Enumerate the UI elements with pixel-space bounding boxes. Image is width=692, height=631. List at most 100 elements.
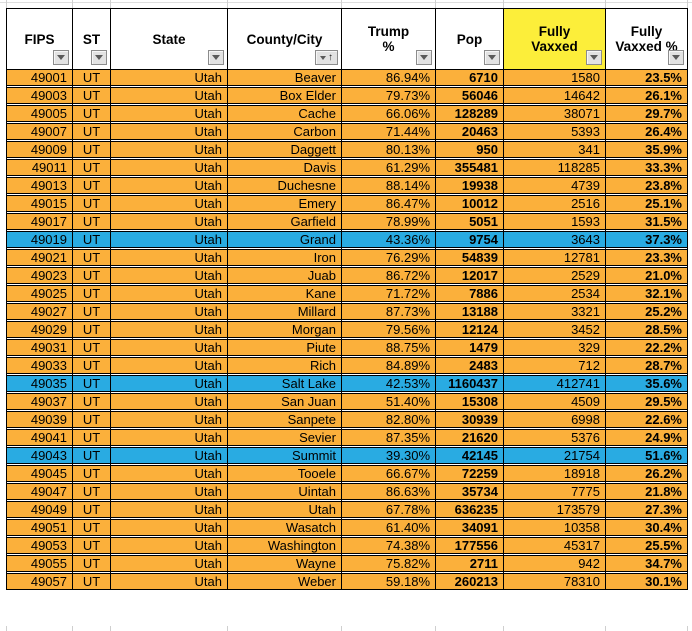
cell-trump_pct[interactable]: 66.67% bbox=[341, 465, 436, 482]
cell-pop[interactable]: 56046 bbox=[435, 87, 504, 104]
cell-pop[interactable]: 128289 bbox=[435, 105, 504, 122]
cell-fips[interactable]: 49005 bbox=[6, 105, 73, 122]
cell-pop[interactable]: 12124 bbox=[435, 321, 504, 338]
filter-dropdown-icon[interactable] bbox=[416, 50, 432, 65]
cell-state[interactable]: Utah bbox=[110, 213, 228, 230]
cell-pop[interactable]: 30939 bbox=[435, 411, 504, 428]
cell-state[interactable]: Utah bbox=[110, 195, 228, 212]
cell-fips[interactable]: 49057 bbox=[6, 573, 73, 590]
cell-st[interactable]: UT bbox=[72, 123, 111, 140]
cell-pop[interactable]: 19938 bbox=[435, 177, 504, 194]
cell-trump_pct[interactable]: 67.78% bbox=[341, 501, 436, 518]
cell-trump_pct[interactable]: 86.47% bbox=[341, 195, 436, 212]
cell-fully_vaxxed[interactable]: 38071 bbox=[503, 105, 606, 122]
cell-trump_pct[interactable]: 59.18% bbox=[341, 573, 436, 590]
cell-state[interactable]: Utah bbox=[110, 465, 228, 482]
cell-trump_pct[interactable]: 74.38% bbox=[341, 537, 436, 554]
cell-fips[interactable]: 49039 bbox=[6, 411, 73, 428]
cell-pop[interactable]: 21620 bbox=[435, 429, 504, 446]
cell-trump_pct[interactable]: 75.82% bbox=[341, 555, 436, 572]
cell-trump_pct[interactable]: 86.94% bbox=[341, 69, 436, 86]
cell-county[interactable]: Davis bbox=[227, 159, 342, 176]
cell-fips[interactable]: 49001 bbox=[6, 69, 73, 86]
cell-trump_pct[interactable]: 79.56% bbox=[341, 321, 436, 338]
cell-trump_pct[interactable]: 86.63% bbox=[341, 483, 436, 500]
cell-state[interactable]: Utah bbox=[110, 393, 228, 410]
cell-trump_pct[interactable]: 61.29% bbox=[341, 159, 436, 176]
cell-pop[interactable]: 6710 bbox=[435, 69, 504, 86]
cell-fully_vaxxed_pct[interactable]: 23.8% bbox=[605, 177, 688, 194]
cell-fully_vaxxed[interactable]: 942 bbox=[503, 555, 606, 572]
cell-state[interactable]: Utah bbox=[110, 483, 228, 500]
cell-pop[interactable]: 1160437 bbox=[435, 375, 504, 392]
cell-trump_pct[interactable]: 66.06% bbox=[341, 105, 436, 122]
cell-st[interactable]: UT bbox=[72, 501, 111, 518]
cell-county[interactable]: Duchesne bbox=[227, 177, 342, 194]
cell-pop[interactable]: 636235 bbox=[435, 501, 504, 518]
cell-fully_vaxxed_pct[interactable]: 33.3% bbox=[605, 159, 688, 176]
cell-county[interactable]: Emery bbox=[227, 195, 342, 212]
cell-state[interactable]: Utah bbox=[110, 555, 228, 572]
cell-fully_vaxxed_pct[interactable]: 28.7% bbox=[605, 357, 688, 374]
cell-fully_vaxxed_pct[interactable]: 29.5% bbox=[605, 393, 688, 410]
cell-state[interactable]: Utah bbox=[110, 123, 228, 140]
cell-fully_vaxxed_pct[interactable]: 37.3% bbox=[605, 231, 688, 248]
cell-fully_vaxxed_pct[interactable]: 26.2% bbox=[605, 465, 688, 482]
cell-fips[interactable]: 49037 bbox=[6, 393, 73, 410]
cell-trump_pct[interactable]: 39.30% bbox=[341, 447, 436, 464]
cell-trump_pct[interactable]: 78.99% bbox=[341, 213, 436, 230]
cell-pop[interactable]: 54839 bbox=[435, 249, 504, 266]
cell-state[interactable]: Utah bbox=[110, 447, 228, 464]
column-header-county-city[interactable]: County/City ↑ bbox=[227, 8, 342, 70]
cell-fully_vaxxed_pct[interactable]: 35.6% bbox=[605, 375, 688, 392]
cell-fips[interactable]: 49055 bbox=[6, 555, 73, 572]
cell-county[interactable]: Uintah bbox=[227, 483, 342, 500]
cell-pop[interactable]: 7886 bbox=[435, 285, 504, 302]
cell-county[interactable]: Kane bbox=[227, 285, 342, 302]
cell-fully_vaxxed_pct[interactable]: 24.9% bbox=[605, 429, 688, 446]
cell-fips[interactable]: 49007 bbox=[6, 123, 73, 140]
cell-fully_vaxxed_pct[interactable]: 23.3% bbox=[605, 249, 688, 266]
cell-state[interactable]: Utah bbox=[110, 375, 228, 392]
cell-trump_pct[interactable]: 71.72% bbox=[341, 285, 436, 302]
cell-st[interactable]: UT bbox=[72, 303, 111, 320]
cell-st[interactable]: UT bbox=[72, 195, 111, 212]
cell-st[interactable]: UT bbox=[72, 537, 111, 554]
cell-pop[interactable]: 2483 bbox=[435, 357, 504, 374]
cell-st[interactable]: UT bbox=[72, 87, 111, 104]
cell-trump_pct[interactable]: 43.36% bbox=[341, 231, 436, 248]
cell-trump_pct[interactable]: 71.44% bbox=[341, 123, 436, 140]
cell-fully_vaxxed_pct[interactable]: 30.4% bbox=[605, 519, 688, 536]
cell-fips[interactable]: 49011 bbox=[6, 159, 73, 176]
cell-trump_pct[interactable]: 87.73% bbox=[341, 303, 436, 320]
cell-county[interactable]: Rich bbox=[227, 357, 342, 374]
cell-county[interactable]: Weber bbox=[227, 573, 342, 590]
cell-trump_pct[interactable]: 80.13% bbox=[341, 141, 436, 158]
cell-fully_vaxxed_pct[interactable]: 26.4% bbox=[605, 123, 688, 140]
column-header-trump-pct[interactable]: Trump % bbox=[341, 8, 436, 70]
cell-fully_vaxxed_pct[interactable]: 27.3% bbox=[605, 501, 688, 518]
cell-st[interactable]: UT bbox=[72, 105, 111, 122]
cell-fully_vaxxed_pct[interactable]: 35.9% bbox=[605, 141, 688, 158]
cell-county[interactable]: Juab bbox=[227, 267, 342, 284]
cell-st[interactable]: UT bbox=[72, 231, 111, 248]
cell-fips[interactable]: 49029 bbox=[6, 321, 73, 338]
cell-state[interactable]: Utah bbox=[110, 177, 228, 194]
cell-st[interactable]: UT bbox=[72, 141, 111, 158]
cell-pop[interactable]: 355481 bbox=[435, 159, 504, 176]
cell-county[interactable]: Summit bbox=[227, 447, 342, 464]
cell-state[interactable]: Utah bbox=[110, 537, 228, 554]
cell-state[interactable]: Utah bbox=[110, 231, 228, 248]
cell-trump_pct[interactable]: 79.73% bbox=[341, 87, 436, 104]
cell-st[interactable]: UT bbox=[72, 411, 111, 428]
cell-fips[interactable]: 49021 bbox=[6, 249, 73, 266]
cell-st[interactable]: UT bbox=[72, 159, 111, 176]
cell-fips[interactable]: 49047 bbox=[6, 483, 73, 500]
cell-state[interactable]: Utah bbox=[110, 501, 228, 518]
cell-fully_vaxxed[interactable]: 14642 bbox=[503, 87, 606, 104]
cell-county[interactable]: Carbon bbox=[227, 123, 342, 140]
cell-trump_pct[interactable]: 88.14% bbox=[341, 177, 436, 194]
cell-st[interactable]: UT bbox=[72, 393, 111, 410]
cell-fully_vaxxed_pct[interactable]: 51.6% bbox=[605, 447, 688, 464]
cell-fully_vaxxed_pct[interactable]: 21.8% bbox=[605, 483, 688, 500]
